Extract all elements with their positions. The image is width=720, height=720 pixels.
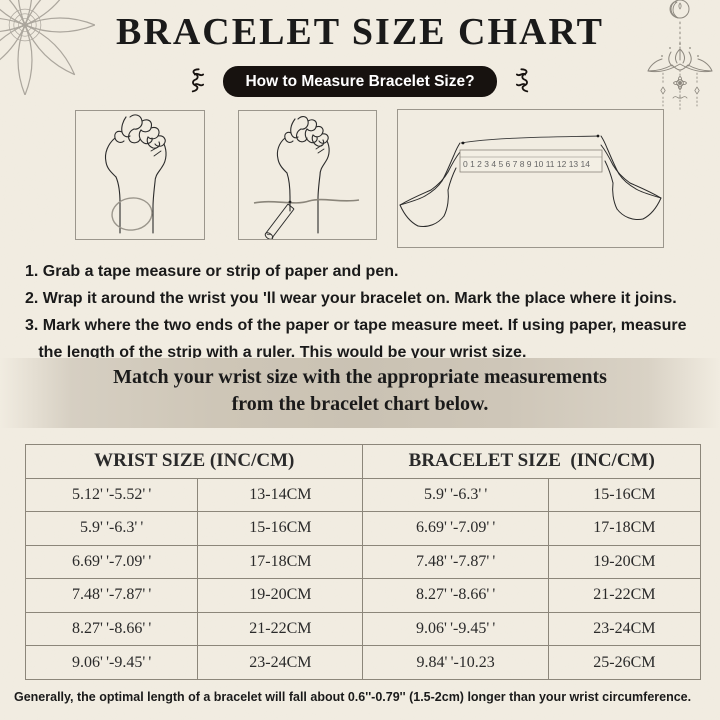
svg-text:0 1 2 3 4 5 6 7 8 9 10 11 12 1: 0 1 2 3 4 5 6 7 8 9 10 11 12 13 14 bbox=[463, 159, 590, 169]
